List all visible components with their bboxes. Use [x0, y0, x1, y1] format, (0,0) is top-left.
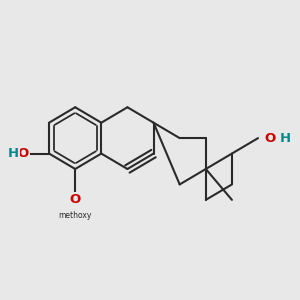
Text: methoxy: methoxy — [58, 211, 92, 220]
Text: H: H — [8, 147, 19, 160]
Text: H: H — [279, 132, 290, 145]
Text: O: O — [264, 132, 275, 145]
Text: O: O — [17, 147, 28, 160]
Text: O: O — [70, 194, 81, 206]
